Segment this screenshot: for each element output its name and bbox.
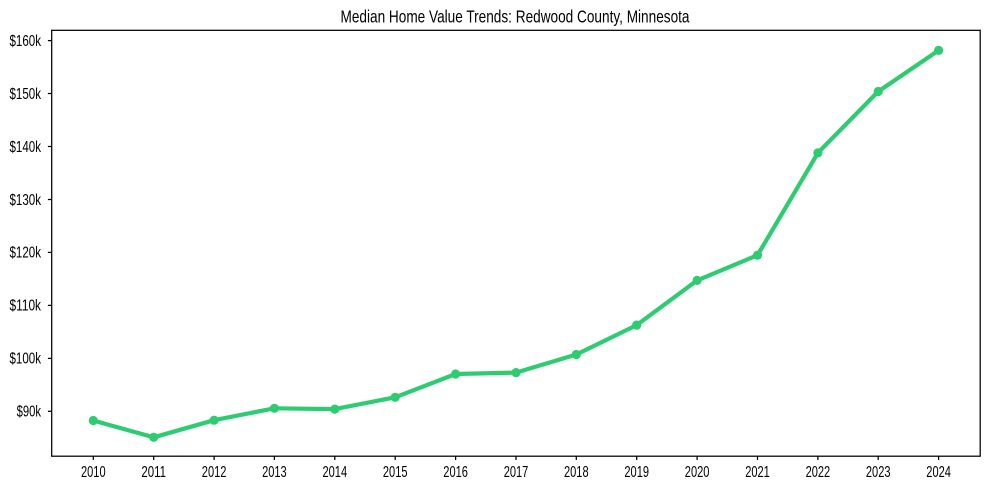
svg-text:$100k: $100k [10,351,42,368]
svg-text:$140k: $140k [10,139,42,156]
svg-text:$160k: $160k [10,33,42,50]
svg-text:2023: 2023 [866,464,891,481]
svg-text:2020: 2020 [685,464,710,481]
svg-text:2022: 2022 [806,464,831,481]
svg-text:2019: 2019 [624,464,649,481]
svg-text:2018: 2018 [564,464,589,481]
svg-text:2021: 2021 [745,464,770,481]
svg-text:Median Home Value Trends: Redw: Median Home Value Trends: Redwood County… [341,6,690,26]
svg-text:$90k: $90k [17,404,42,421]
svg-text:2016: 2016 [443,464,468,481]
svg-text:2013: 2013 [262,464,287,481]
svg-text:$130k: $130k [10,192,42,209]
svg-text:$120k: $120k [10,245,42,262]
svg-text:2010: 2010 [81,464,106,481]
svg-text:2024: 2024 [926,464,951,481]
svg-text:2015: 2015 [383,464,408,481]
svg-text:2017: 2017 [504,464,529,481]
svg-text:2014: 2014 [323,464,348,481]
svg-text:2012: 2012 [202,464,227,481]
svg-text:2011: 2011 [141,464,166,481]
svg-text:$110k: $110k [10,298,42,315]
svg-text:$150k: $150k [10,86,42,103]
